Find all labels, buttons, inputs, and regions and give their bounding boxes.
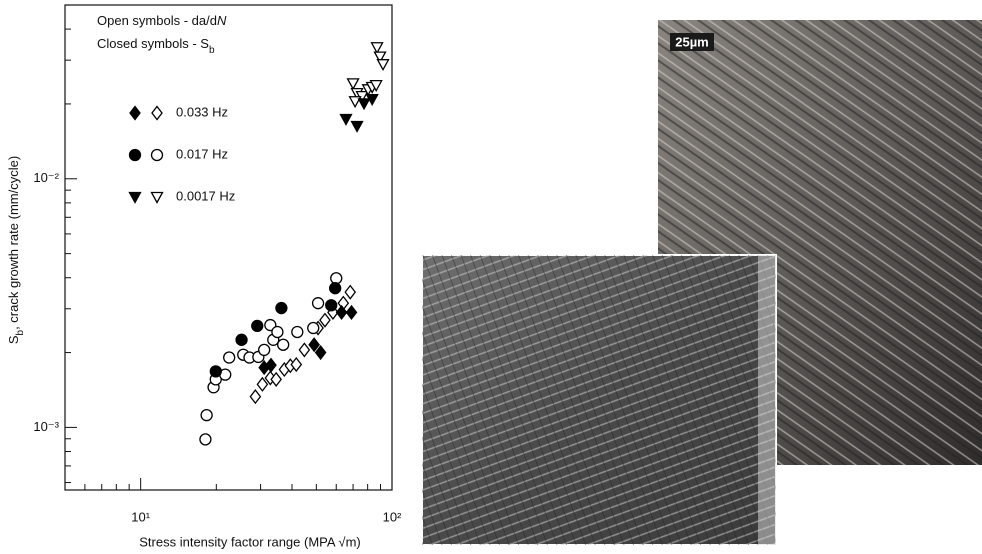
marker	[275, 301, 288, 315]
legend-label: 0.017 Hz	[176, 146, 228, 161]
marker	[350, 120, 364, 133]
marker	[270, 371, 282, 387]
marker	[357, 98, 371, 111]
marker	[150, 148, 164, 162]
y-tick-label: 10⁻³	[33, 419, 59, 434]
marker	[200, 409, 213, 422]
legend-label: 0.0017 Hz	[176, 188, 235, 203]
marker	[258, 343, 271, 357]
x-tick-label: 10²	[383, 509, 402, 524]
y-axis-label: Sb, crack growth rate (mm/cycle)	[6, 156, 26, 344]
marker	[256, 376, 269, 392]
marker	[223, 351, 236, 364]
annotation: Open symbols - da/dN	[97, 13, 227, 28]
marker	[373, 51, 387, 64]
marker	[291, 325, 304, 339]
marker	[128, 148, 142, 162]
marker	[376, 59, 390, 72]
marker	[344, 284, 357, 300]
marker	[335, 304, 348, 321]
annotation: Closed symbols - Sb	[97, 36, 215, 56]
marker	[150, 191, 164, 204]
legend-label: 0.033 Hz	[176, 104, 228, 119]
scale-bar-label: 25µm	[675, 34, 709, 49]
marker	[251, 319, 264, 333]
micrograph-lower	[421, 254, 777, 546]
marker	[209, 365, 222, 378]
marker	[314, 344, 327, 361]
marker	[235, 333, 248, 346]
marker	[325, 299, 338, 312]
marker	[370, 42, 384, 55]
marker	[339, 113, 353, 126]
x-tick-label: 10¹	[131, 509, 150, 524]
marker	[290, 356, 303, 373]
marker	[271, 325, 284, 339]
marker	[277, 338, 290, 351]
marker	[369, 80, 383, 93]
marker	[298, 342, 311, 358]
marker	[129, 105, 141, 121]
y-tick-label: 10⁻²	[33, 170, 59, 185]
marker	[307, 321, 320, 335]
marker	[328, 282, 342, 295]
marker	[365, 94, 379, 107]
marker	[249, 389, 262, 405]
marker	[265, 357, 277, 373]
marker	[348, 96, 362, 109]
marker	[128, 191, 142, 204]
x-axis-label: Stress intensity factor range (MPA √m)	[139, 534, 360, 549]
marker	[345, 304, 358, 321]
marker	[319, 312, 331, 328]
marker	[199, 433, 212, 446]
marker	[151, 105, 163, 121]
marker	[330, 272, 343, 285]
marker	[311, 297, 325, 310]
plot-frame	[64, 4, 393, 491]
marker	[346, 78, 360, 91]
marker	[308, 337, 320, 353]
